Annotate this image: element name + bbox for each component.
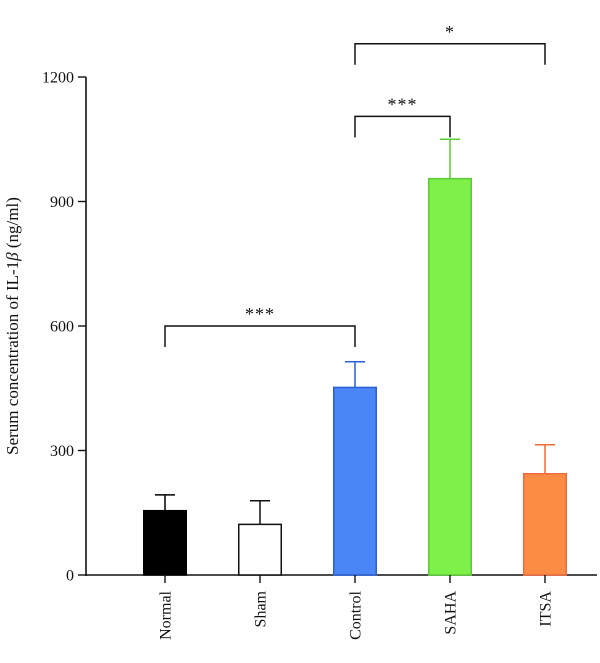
y-axis-title: Serum concentration of IL-1β (ng/ml)	[3, 197, 22, 455]
category-label: Control	[348, 590, 365, 639]
y-tick-label: 900	[50, 194, 74, 211]
category-label: Sham	[253, 590, 270, 627]
significance-label: ***	[388, 94, 418, 114]
significance-label: ***	[245, 304, 275, 324]
y-axis-title-symbol: β	[3, 252, 22, 262]
bar	[238, 523, 282, 576]
category-label: Normal	[158, 590, 175, 639]
significance-bracket	[164, 325, 356, 347]
category-label: ITSA	[538, 591, 555, 627]
y-tick-label: 600	[50, 319, 74, 336]
y-axis-title-prefix: Serum concentration of IL-1	[3, 261, 22, 455]
y-axis-title-suffix: (ng/ml)	[3, 197, 22, 252]
plot-area: 0 300 600 900 1200 Normal Sham Control SAHA ITSA *…	[42, 22, 597, 640]
bar	[428, 177, 472, 576]
category-label: SAHA	[443, 591, 460, 635]
y-tick-label: 0	[66, 568, 74, 585]
bar	[333, 386, 377, 576]
bar	[523, 472, 567, 576]
significance-bracket	[354, 115, 451, 138]
significance-label: *	[445, 22, 455, 42]
significance-bracket	[354, 43, 546, 65]
y-tick-label: 1200	[42, 70, 74, 87]
bar	[143, 509, 187, 576]
y-tick-label: 300	[50, 443, 74, 460]
